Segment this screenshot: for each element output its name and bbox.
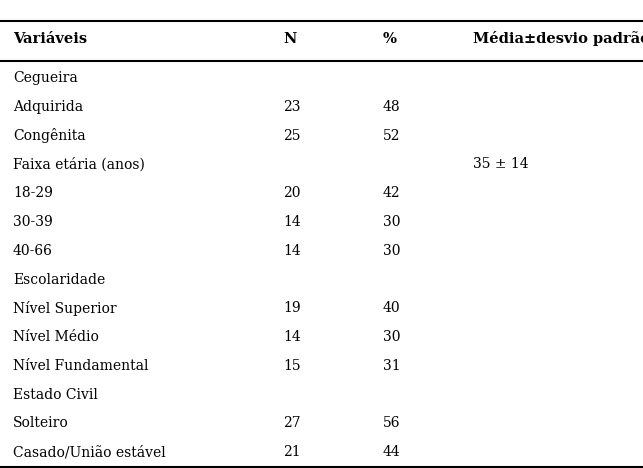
Text: Escolaridade: Escolaridade xyxy=(13,272,105,286)
Text: 30-39: 30-39 xyxy=(13,215,53,229)
Text: 52: 52 xyxy=(383,129,400,143)
Text: 19: 19 xyxy=(283,301,300,315)
Text: 40-66: 40-66 xyxy=(13,244,53,258)
Text: Média±desvio padrão: Média±desvio padrão xyxy=(473,31,643,46)
Text: Variáveis: Variáveis xyxy=(13,32,87,46)
Text: 14: 14 xyxy=(283,244,301,258)
Text: 56: 56 xyxy=(383,417,400,431)
Text: 30: 30 xyxy=(383,244,400,258)
Text: 25: 25 xyxy=(283,129,300,143)
Text: 15: 15 xyxy=(283,359,300,373)
Text: 35 ± 14: 35 ± 14 xyxy=(473,157,529,171)
Text: 30: 30 xyxy=(383,330,400,344)
Text: 14: 14 xyxy=(283,215,301,229)
Text: Solteiro: Solteiro xyxy=(13,417,69,431)
Text: N: N xyxy=(283,32,296,46)
Text: Estado Civil: Estado Civil xyxy=(13,388,98,402)
Text: 42: 42 xyxy=(383,186,400,200)
Text: Cegueira: Cegueira xyxy=(13,71,78,85)
Text: Nível Superior: Nível Superior xyxy=(13,301,116,316)
Text: Casado/União estável: Casado/União estável xyxy=(13,445,166,459)
Text: 30: 30 xyxy=(383,215,400,229)
Text: 14: 14 xyxy=(283,330,301,344)
Text: 20: 20 xyxy=(283,186,300,200)
Text: 23: 23 xyxy=(283,100,300,114)
Text: Adquirida: Adquirida xyxy=(13,100,83,114)
Text: 31: 31 xyxy=(383,359,400,373)
Text: 18-29: 18-29 xyxy=(13,186,53,200)
Text: 48: 48 xyxy=(383,100,400,114)
Text: 44: 44 xyxy=(383,445,401,459)
Text: Faixa etária (anos): Faixa etária (anos) xyxy=(13,157,145,172)
Text: 27: 27 xyxy=(283,417,300,431)
Text: Congênita: Congênita xyxy=(13,128,86,143)
Text: 21: 21 xyxy=(283,445,300,459)
Text: %: % xyxy=(383,32,397,46)
Text: Nível Médio: Nível Médio xyxy=(13,330,99,344)
Text: 40: 40 xyxy=(383,301,400,315)
Text: Nível Fundamental: Nível Fundamental xyxy=(13,359,149,373)
